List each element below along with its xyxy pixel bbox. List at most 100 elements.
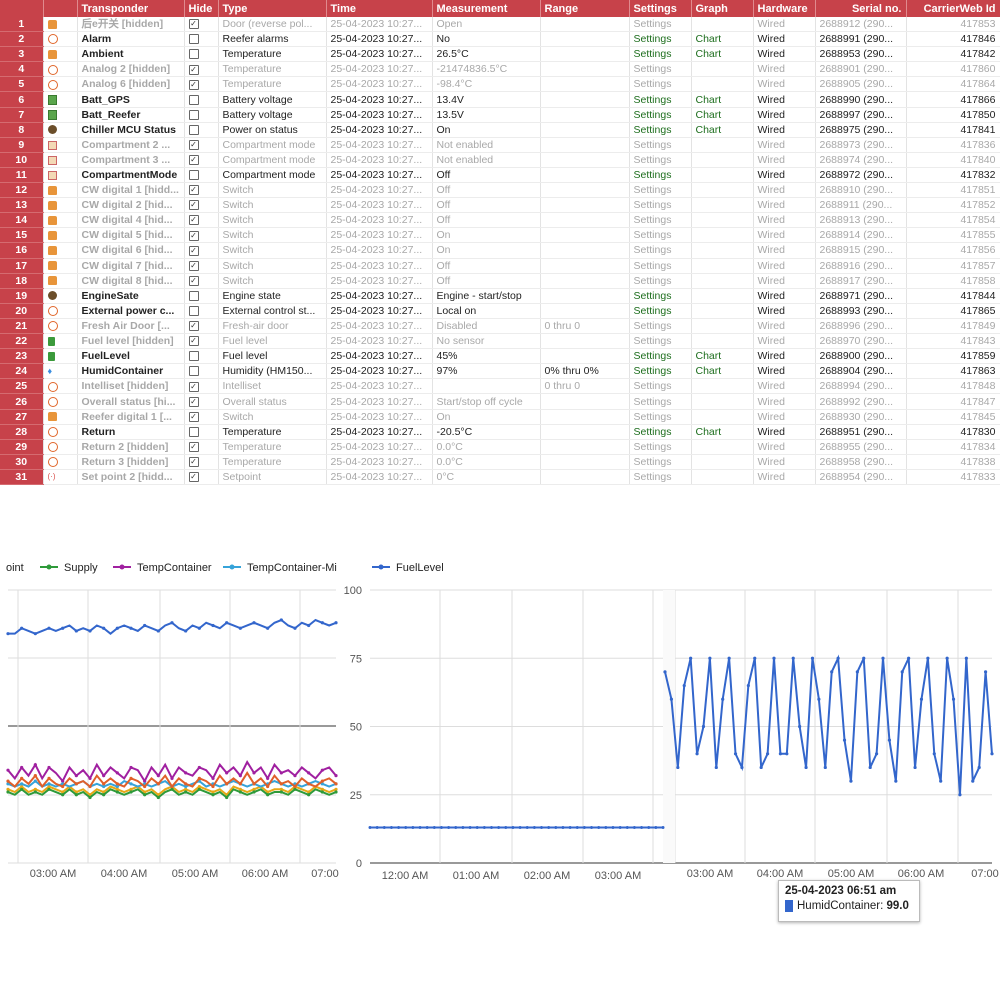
table-row[interactable]: 6 Batt_GPS Battery voltage 25-04-2023 10:27… <box>0 91 1000 108</box>
hide-checkbox[interactable]: ✓ <box>188 155 199 166</box>
hide-checkbox[interactable] <box>188 290 199 301</box>
chart-link[interactable] <box>691 182 754 199</box>
table-row[interactable]: 27 Reefer digital 1 [... ✓ Switch 25-04-2023… <box>0 409 1000 425</box>
transponder-name[interactable]: Alarm <box>77 31 185 48</box>
table-row[interactable]: 20 External power c... External control st… <box>0 303 1000 319</box>
settings-link[interactable]: Settings <box>629 258 692 274</box>
transponder-name[interactable]: Reefer digital 1 [... <box>77 409 185 425</box>
table-row[interactable]: 28 Return Temperature 25-04-2023 10:27... -2… <box>0 424 1000 440</box>
transponder-name[interactable]: Overall status [hi... <box>77 393 185 410</box>
transponder-name[interactable]: Set point 2 [hidd... <box>77 469 185 486</box>
settings-link[interactable]: Settings <box>629 273 692 289</box>
transponder-name[interactable]: Chiller MCU Status <box>77 122 185 138</box>
settings-link[interactable]: Settings <box>629 227 692 244</box>
chart-link[interactable] <box>691 17 754 33</box>
settings-link[interactable]: Settings <box>629 333 692 350</box>
settings-link[interactable]: Settings <box>629 439 692 455</box>
table-row[interactable]: 19 EngineSate Engine state 25-04-2023 10:27… <box>0 288 1000 304</box>
chart-link[interactable] <box>691 378 754 395</box>
settings-link[interactable]: Settings <box>629 182 692 199</box>
transponder-name[interactable]: Return 2 [hidden] <box>77 439 185 455</box>
chart-link[interactable]: Chart <box>691 46 754 63</box>
transponder-name[interactable]: CW digital 4 [hid... <box>77 212 185 229</box>
chart-link[interactable]: Chart <box>691 107 754 123</box>
table-row[interactable]: 5 Analog 6 [hidden] ✓ Temperature 25-04-2023… <box>0 76 1000 93</box>
hide-checkbox[interactable]: ✓ <box>188 245 199 256</box>
hide-checkbox[interactable]: ✓ <box>188 200 199 211</box>
table-row[interactable]: 23 FuelLevel Fuel level 25-04-2023 10:27...… <box>0 348 1000 365</box>
column-measurement-header[interactable]: Measurement <box>432 0 541 17</box>
transponder-name[interactable]: CW digital 7 [hid... <box>77 258 185 274</box>
chart-link[interactable] <box>691 273 754 289</box>
transponder-name[interactable]: CompartmentMode <box>77 167 185 184</box>
transponder-name[interactable]: CW digital 1 [hidd... <box>77 182 185 199</box>
settings-link[interactable]: Settings <box>629 76 692 93</box>
transponder-name[interactable]: Ambient <box>77 46 185 63</box>
chart-link[interactable]: Chart <box>691 122 754 138</box>
hide-checkbox[interactable]: ✓ <box>188 230 199 241</box>
table-row[interactable]: 17 CW digital 7 [hid... ✓ Switch 25-04-2023 … <box>0 258 1000 274</box>
transponder-name[interactable]: HumidContainer <box>77 363 185 380</box>
settings-link[interactable]: Settings <box>629 378 692 395</box>
chart-link[interactable] <box>691 137 754 153</box>
settings-link[interactable]: Settings <box>629 318 692 334</box>
table-row[interactable]: 30 Return 3 [hidden] ✓ Temperature 25-04-202… <box>0 454 1000 470</box>
chart-link[interactable] <box>691 167 754 184</box>
table-row[interactable]: 29 Return 2 [hidden] ✓ Temperature 25-04-202… <box>0 439 1000 455</box>
chart-link[interactable] <box>691 288 754 304</box>
settings-link[interactable]: Settings <box>629 409 692 425</box>
hide-checkbox[interactable] <box>188 94 199 105</box>
transponder-name[interactable]: External power c... <box>77 303 185 319</box>
settings-link[interactable]: Settings <box>629 212 692 229</box>
transponder-name[interactable]: Analog 2 [hidden] <box>77 61 185 78</box>
table-row[interactable]: 14 CW digital 4 [hid... ✓ Switch 25-04-2023 … <box>0 212 1000 229</box>
table-row[interactable]: 15 CW digital 5 [hid... ✓ Switch 25-04-2023 … <box>0 227 1000 244</box>
settings-link[interactable]: Settings <box>629 61 692 78</box>
hide-checkbox[interactable]: ✓ <box>188 336 199 347</box>
hide-checkbox[interactable]: ✓ <box>188 381 199 392</box>
hide-checkbox[interactable] <box>188 49 199 60</box>
chart-link[interactable] <box>691 469 754 486</box>
chart-link[interactable] <box>691 333 754 350</box>
table-row[interactable]: 1 后e开关 [hidden] ✓ Door (reverse pol... 25-04… <box>0 17 1000 33</box>
column-type-header[interactable]: Type <box>218 0 327 17</box>
chart-link[interactable] <box>691 227 754 244</box>
settings-link[interactable]: Settings <box>629 31 692 48</box>
hide-checkbox[interactable]: ✓ <box>188 140 199 151</box>
transponder-name[interactable]: Fresh Air Door [... <box>77 318 185 334</box>
settings-link[interactable]: Settings <box>629 242 692 259</box>
transponder-name[interactable]: Batt_GPS <box>77 91 185 108</box>
chart-link[interactable]: Chart <box>691 363 754 380</box>
chart-link[interactable] <box>691 197 754 214</box>
table-row[interactable]: 12 CW digital 1 [hidd... ✓ Switch 25-04-2023… <box>0 182 1000 199</box>
table-row[interactable]: 26 Overall status [hi... ✓ Overall status 25… <box>0 393 1000 410</box>
transponder-name[interactable]: CW digital 8 [hid... <box>77 273 185 289</box>
table-row[interactable]: 8 Chiller MCU Status Power on status 25-04-… <box>0 122 1000 138</box>
chart-link[interactable] <box>691 393 754 410</box>
table-row[interactable]: 4 Analog 2 [hidden] ✓ Temperature 25-04-2023… <box>0 61 1000 78</box>
table-row[interactable]: 3 Ambient Temperature 25-04-2023 10:27... 26… <box>0 46 1000 63</box>
settings-link[interactable]: Settings <box>629 167 692 184</box>
settings-link[interactable]: Settings <box>629 152 692 168</box>
chart-link[interactable]: Chart <box>691 424 754 440</box>
settings-link[interactable]: Settings <box>629 197 692 214</box>
column-settings-header[interactable]: Settings <box>629 0 692 17</box>
settings-link[interactable]: Settings <box>629 469 692 486</box>
settings-link[interactable]: Settings <box>629 46 692 63</box>
settings-link[interactable]: Settings <box>629 454 692 470</box>
transponder-name[interactable]: EngineSate <box>77 288 185 304</box>
chart-link[interactable] <box>691 303 754 319</box>
column-range-header[interactable]: Range <box>540 0 630 17</box>
table-row[interactable]: 31 (·) Set point 2 [hidd... ✓ Setpoint 25-04-… <box>0 469 1000 486</box>
transponder-name[interactable]: CW digital 2 [hid... <box>77 197 185 214</box>
table-row[interactable]: 9 Compartment 2 ... ✓ Compartment mode 25-04… <box>0 137 1000 153</box>
transponder-name[interactable]: FuelLevel <box>77 348 185 365</box>
hide-checkbox[interactable] <box>188 351 199 362</box>
hide-checkbox[interactable]: ✓ <box>188 185 199 196</box>
chart-link[interactable] <box>691 212 754 229</box>
chart-link[interactable] <box>691 454 754 470</box>
hide-checkbox[interactable]: ✓ <box>188 79 199 90</box>
column-hardware-header[interactable]: Hardware <box>753 0 816 17</box>
transponder-name[interactable]: Fuel level [hidden] <box>77 333 185 350</box>
column-serial-header[interactable]: Serial no. <box>815 0 907 17</box>
